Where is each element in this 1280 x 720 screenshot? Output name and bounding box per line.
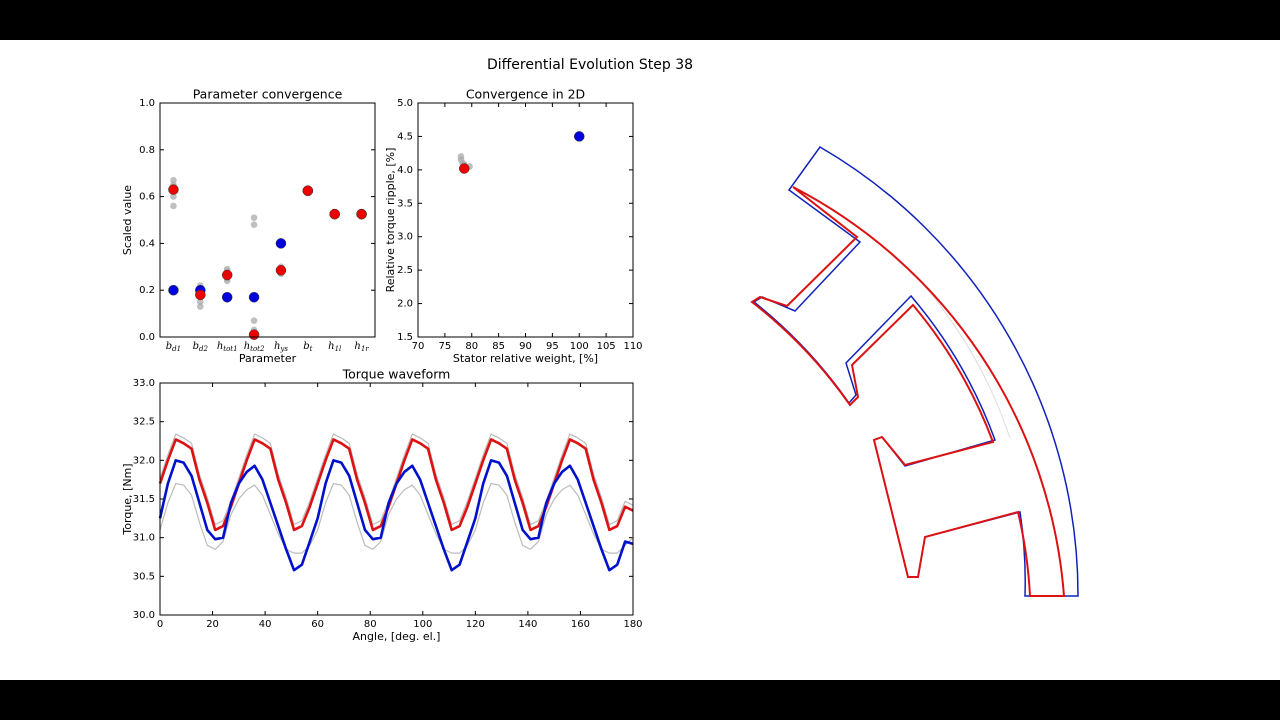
y-tick-label: 31.0 bbox=[133, 533, 155, 544]
y-axis-label: Torque, [Nm] bbox=[121, 463, 134, 535]
population-marker bbox=[170, 202, 177, 210]
x-tick-label: 100 bbox=[570, 341, 589, 352]
torque-line bbox=[158, 459, 634, 572]
population-marker bbox=[250, 317, 258, 324]
marker bbox=[168, 184, 179, 195]
x-tick-label: 140 bbox=[518, 619, 537, 630]
x-tick-label: 80 bbox=[364, 619, 377, 630]
marker bbox=[356, 208, 367, 220]
axes-frame bbox=[417, 102, 634, 338]
y-tick-label: 1.0 bbox=[139, 98, 155, 109]
population-marker bbox=[197, 298, 204, 306]
x-tick-label: 60 bbox=[311, 619, 324, 630]
x-axis-label: Stator relative weight, [%] bbox=[453, 352, 598, 365]
population-line bbox=[159, 433, 634, 526]
marker bbox=[221, 291, 233, 303]
marker bbox=[195, 289, 206, 301]
y-tick-label: 1.5 bbox=[397, 332, 413, 343]
x-tick-label: h1r bbox=[354, 341, 369, 354]
x-tick-label: 90 bbox=[519, 341, 532, 352]
x-tick-label: 100 bbox=[413, 619, 432, 630]
x-tick-label: bd1 bbox=[166, 341, 181, 354]
x-tick-label: 160 bbox=[571, 619, 590, 630]
axes-title: Parameter convergence bbox=[193, 87, 343, 102]
axes-title: Torque waveform bbox=[342, 367, 451, 382]
x-tick-label: 180 bbox=[623, 619, 642, 630]
x-tick-label: 75 bbox=[439, 341, 452, 352]
x-tick-label: bt bbox=[303, 341, 312, 354]
population-line bbox=[159, 482, 634, 554]
y-tick-label: 5.0 bbox=[397, 98, 413, 109]
x-tick-label: htot2 bbox=[244, 341, 265, 354]
y-tick-label: 33.0 bbox=[133, 378, 155, 389]
marker bbox=[458, 163, 470, 174]
marker bbox=[248, 291, 260, 303]
gray-outline bbox=[927, 289, 1011, 439]
x-tick-label: 85 bbox=[492, 341, 505, 352]
marker bbox=[248, 329, 260, 340]
stator-geometry bbox=[750, 146, 1079, 597]
y-tick-label: 30.0 bbox=[133, 610, 155, 621]
y-tick-label: 3.5 bbox=[397, 198, 413, 209]
axes-title: Convergence in 2D bbox=[466, 87, 585, 102]
y-tick-label: 0.4 bbox=[139, 238, 155, 249]
x-tick-label: hys bbox=[274, 341, 288, 354]
axes-frame bbox=[159, 102, 376, 338]
x-tick-label: 105 bbox=[597, 341, 616, 352]
marker bbox=[302, 185, 314, 196]
y-tick-label: 0.6 bbox=[139, 192, 155, 203]
y-axis-label: Relative torque ripple, [%] bbox=[384, 148, 397, 293]
x-tick-label: 95 bbox=[546, 341, 559, 352]
y-tick-label: 4.0 bbox=[397, 165, 413, 176]
y-tick-label: 2.0 bbox=[397, 299, 413, 310]
x-tick-label: 20 bbox=[206, 619, 219, 630]
marker bbox=[275, 238, 287, 249]
y-axis-label: Scaled value bbox=[121, 185, 134, 255]
x-tick-label: 110 bbox=[623, 341, 642, 352]
marker bbox=[221, 269, 233, 281]
population-marker bbox=[250, 221, 258, 228]
red-outline bbox=[750, 186, 1066, 597]
marker bbox=[275, 265, 287, 276]
y-tick-label: 0.8 bbox=[139, 145, 155, 156]
y-tick-label: 31.5 bbox=[133, 494, 155, 505]
x-tick-label: 80 bbox=[465, 341, 478, 352]
y-tick-label: 3.0 bbox=[397, 232, 413, 243]
marker bbox=[574, 131, 585, 142]
population-marker bbox=[250, 214, 258, 221]
figure-title: Differential Evolution Step 38 bbox=[487, 57, 693, 73]
y-tick-label: 32.5 bbox=[133, 417, 155, 428]
axes-background bbox=[418, 103, 633, 337]
marker bbox=[168, 284, 179, 296]
x-tick-label: 40 bbox=[259, 619, 272, 630]
axes-frame bbox=[159, 382, 634, 616]
x-tick-label: 120 bbox=[466, 619, 485, 630]
x-tick-label: htot1 bbox=[217, 341, 238, 354]
y-tick-label: 4.5 bbox=[397, 131, 413, 142]
population-marker bbox=[170, 176, 177, 184]
x-tick-label: 0 bbox=[157, 619, 163, 630]
marker bbox=[329, 208, 340, 220]
axes-background bbox=[160, 103, 375, 337]
x-axis-label: Parameter bbox=[239, 352, 297, 365]
y-tick-label: 30.5 bbox=[133, 571, 155, 582]
x-tick-label: 70 bbox=[412, 341, 425, 352]
x-tick-label: h1l bbox=[328, 341, 341, 354]
population-marker bbox=[197, 303, 204, 310]
y-tick-label: 32.0 bbox=[133, 455, 155, 466]
y-tick-label: 0.2 bbox=[139, 285, 155, 296]
population-marker bbox=[170, 193, 177, 200]
x-tick-label: bd2 bbox=[193, 341, 209, 354]
y-tick-label: 0.0 bbox=[139, 332, 155, 343]
y-tick-label: 2.5 bbox=[397, 265, 413, 276]
x-axis-label: Angle, [deg. el.] bbox=[353, 630, 441, 643]
